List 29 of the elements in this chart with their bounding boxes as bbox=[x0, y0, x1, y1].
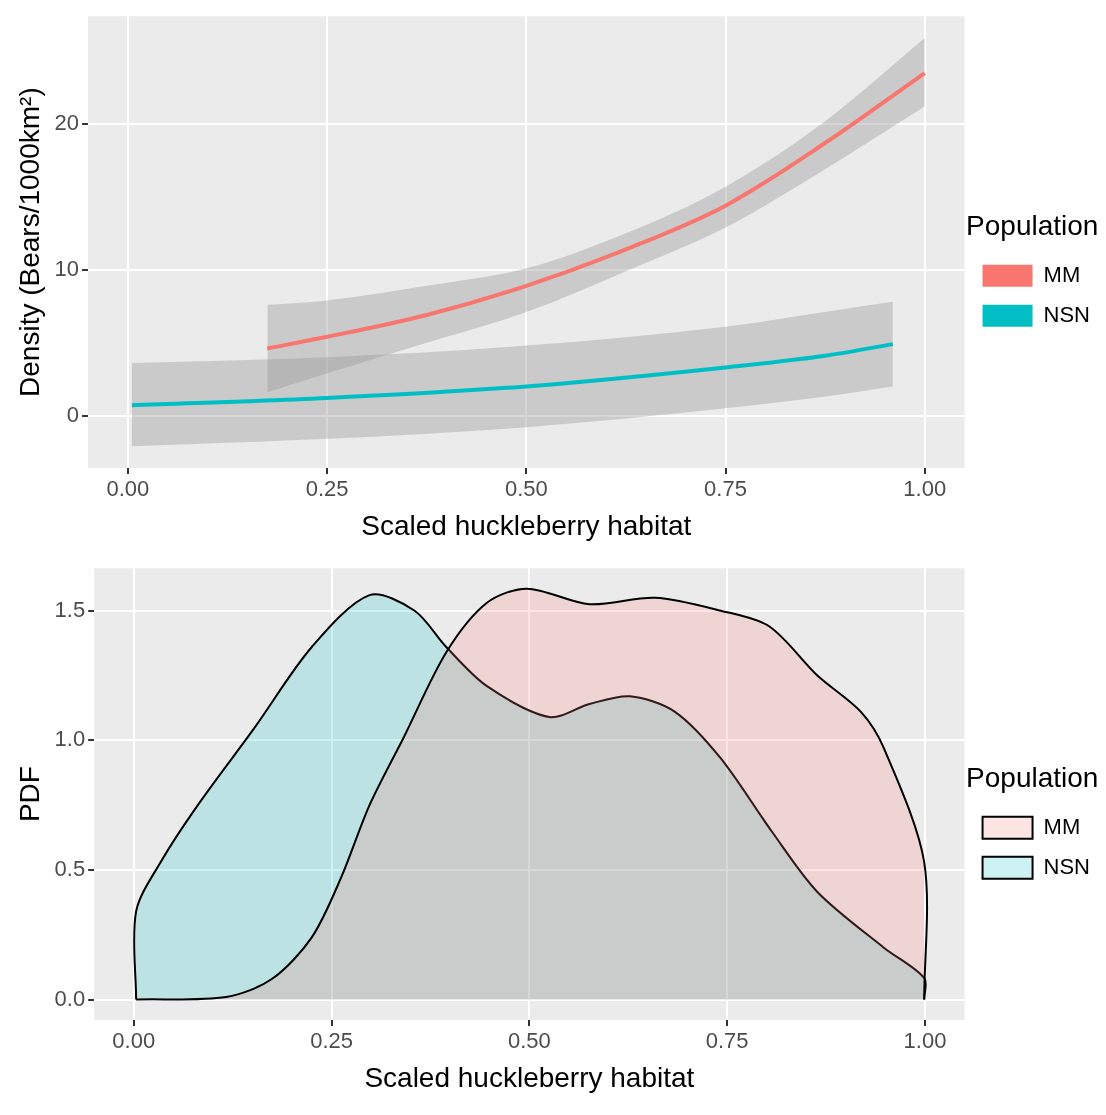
y-tick-label: 1.0 bbox=[54, 726, 86, 752]
x-tick-label: 0.50 bbox=[504, 476, 548, 502]
x-tick-label: 0.25 bbox=[310, 1028, 353, 1054]
y-tick-label: 0.5 bbox=[54, 855, 86, 881]
legend-label: MM bbox=[1043, 813, 1081, 839]
y-tick-label: 10 bbox=[54, 255, 80, 281]
x-tick-label: 0.00 bbox=[112, 1028, 156, 1054]
x-tick-label: 0.75 bbox=[704, 476, 747, 502]
legend-title: Population bbox=[966, 761, 1099, 793]
y-tick-label: 0 bbox=[66, 401, 80, 427]
x-tick-label: 0.25 bbox=[305, 476, 349, 502]
y-tick-label: 0.0 bbox=[54, 985, 86, 1011]
x-tick-label: 0.75 bbox=[705, 1028, 749, 1054]
y-axis-title: PDF bbox=[13, 766, 45, 823]
y-axis-title: Density (Bears/1000km²) bbox=[13, 87, 45, 397]
x-tick-label: 1.00 bbox=[903, 1028, 947, 1054]
x-tick-label: 0.00 bbox=[106, 476, 150, 502]
x-axis-title: Scaled huckleberry habitat bbox=[361, 509, 692, 541]
legend-label: MM bbox=[1043, 261, 1081, 287]
line-series bbox=[265, 71, 927, 351]
line-series bbox=[129, 342, 895, 408]
x-axis-title: Scaled huckleberry habitat bbox=[364, 1061, 695, 1093]
y-tick-label: 20 bbox=[54, 110, 80, 136]
x-tick-label: 0.50 bbox=[507, 1028, 551, 1054]
legend-label: NSN bbox=[1043, 853, 1090, 879]
legend-label: NSN bbox=[1043, 301, 1090, 327]
legend-title: Population bbox=[966, 209, 1099, 241]
x-tick-label: 1.00 bbox=[903, 476, 947, 502]
y-tick-label: 1.5 bbox=[54, 596, 86, 622]
